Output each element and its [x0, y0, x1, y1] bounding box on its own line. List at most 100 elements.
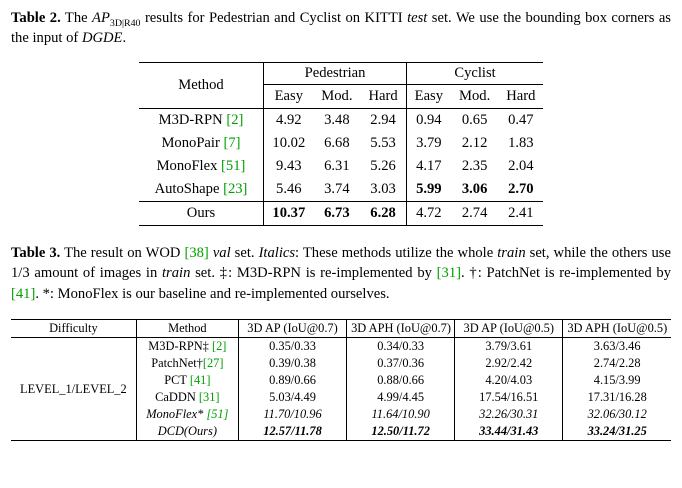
method-name: M3D-RPN	[158, 111, 227, 128]
table3-caption-label: Table 3.	[11, 244, 61, 261]
value-cell: 32.06/30.12	[587, 407, 647, 422]
citation-link[interactable]: [23]	[223, 180, 248, 197]
citation-link[interactable]: [31]	[198, 390, 220, 405]
emph-train: train	[497, 244, 526, 261]
value-cell: 0.35/0.33	[238, 337, 348, 356]
citation-link[interactable]: [2]	[211, 339, 227, 354]
table2-caption-label: Table 2.	[11, 10, 61, 26]
table-header-row: Difficulty Method 3D AP (IoU@0.7) 3D APH…	[11, 319, 671, 339]
method-cell: PCT [41]	[136, 372, 239, 390]
value-cell: 5.46	[276, 180, 302, 197]
method-name: MonoFlex*	[146, 407, 207, 422]
value-cell: 1.83	[508, 134, 534, 151]
value-cell: 5.03/4.49	[238, 389, 348, 407]
difficulty-cell: LEVEL_1/LEVEL_2	[11, 337, 137, 441]
value-cell: 4.17	[416, 157, 442, 174]
col-group-cyclist: Cyclist	[406, 62, 544, 85]
table-subheader-row: Easy Mod. Hard Easy Mod. Hard	[139, 84, 544, 109]
value-cell: 6.28	[360, 200, 407, 226]
citation-link[interactable]: [38]	[184, 244, 209, 261]
col-header-3dap-07: 3D AP (IoU@0.7)	[238, 319, 348, 339]
col-header-3daph-07: 3D APH (IoU@0.7)	[346, 319, 456, 339]
value-cell: 2.94	[360, 108, 407, 132]
value-cell: 2.35	[461, 157, 488, 174]
value-cell: 32.26/30.31	[454, 406, 564, 424]
value-cell: 33.24/31.25	[587, 424, 647, 439]
method-name: DCD(Ours)	[157, 424, 217, 439]
col-header-mod: Mod.	[451, 84, 499, 109]
table-row: PCT [41] 0.89/0.66 0.88/0.66 4.20/4.03 4…	[11, 372, 671, 390]
caption-fragment: . †: PatchNet is re-implemented by	[460, 265, 671, 282]
caption-fragment: : These methods utilize the whole	[295, 244, 498, 261]
method-cell: MonoFlex [51]	[138, 154, 265, 178]
value-cell: 3.06	[461, 180, 488, 197]
caption-fragment: . *: MonoFlex is our baseline and re-imp…	[35, 285, 390, 302]
method-cell: MonoPair [7]	[138, 131, 265, 155]
caption-fragment: set. We use the bounding box corners as …	[11, 10, 671, 47]
method-name: M3D-RPN‡	[148, 339, 212, 354]
value-cell: 6.31	[324, 157, 350, 174]
citation-link[interactable]: [7]	[223, 134, 241, 151]
col-header-method: Method	[136, 319, 239, 339]
value-cell: 4.20/4.03	[454, 372, 564, 390]
value-cell: 9.43	[276, 157, 302, 174]
value-cell: 3.63/3.46	[593, 339, 641, 354]
table-2-kitti-results: Method Pedestrian Cyclist Easy Mod. Hard…	[138, 61, 544, 226]
value-cell: 11.70/10.96	[238, 406, 348, 424]
value-cell: 0.65	[461, 111, 488, 128]
value-cell: 17.54/16.51	[454, 389, 564, 407]
citation-link[interactable]: [27]	[202, 356, 224, 371]
value-cell: 12.50/11.72	[346, 423, 456, 441]
col-group-pedestrian: Pedestrian	[263, 62, 407, 85]
value-cell: 3.48	[324, 111, 350, 128]
table-row: LEVEL_1/LEVEL_2 M3D-RPN‡ [2] 0.35/0.33 0…	[11, 337, 671, 441]
table3-caption: Table 3. The result on WOD [38] val set.…	[11, 243, 671, 304]
caption-fragment: set, while the others use 1/3 amount of …	[11, 244, 671, 282]
table-row-ours: DCD(Ours) 12.57/11.78 12.50/11.72 33.44/…	[11, 423, 671, 441]
value-cell: 3.03	[360, 177, 407, 202]
value-cell: 10.02	[272, 134, 306, 151]
method-name: CaDDN	[155, 390, 199, 405]
value-cell: 2.92/2.42	[454, 355, 564, 373]
table2-caption: Table 2. The AP3D|R40 results for Pedest…	[11, 8, 671, 49]
citation-link[interactable]: [2]	[226, 111, 244, 128]
method-name: PatchNet†	[151, 356, 203, 371]
method-name: AutoShape	[154, 180, 224, 197]
value-cell: 0.39/0.38	[238, 355, 348, 373]
value-cell: 4.99/4.45	[346, 389, 456, 407]
method-name: MonoPair	[161, 134, 224, 151]
col-header-mod: Mod.	[313, 84, 361, 109]
citation-link[interactable]: [41]	[189, 373, 211, 388]
caption-fragment: The result on WOD	[60, 244, 185, 261]
table-header-row: Method Pedestrian Cyclist	[138, 62, 544, 109]
method-cell: DCD(Ours)	[136, 423, 239, 441]
caption-fragment: set. ‡: M3D-RPN is re-implemented by	[190, 265, 437, 282]
method-cell: CaDDN [31]	[136, 389, 239, 407]
citation-link[interactable]: [31]	[436, 265, 461, 282]
col-header-3daph-05: 3D APH (IoU@0.5)	[562, 319, 671, 339]
col-header-easy: Easy	[406, 84, 452, 109]
table-row-ours: Ours 10.37 6.73 6.28 4.72 2.74 2.41	[138, 200, 544, 226]
method-name: MonoFlex	[156, 157, 222, 174]
value-cell: 0.37/0.36	[346, 355, 456, 373]
citation-link[interactable]: [41]	[11, 285, 36, 302]
value-cell: 11.64/10.90	[346, 406, 456, 424]
value-cell: 5.53	[360, 131, 407, 155]
emph-dgde: DGDE	[81, 30, 123, 47]
table-row: MonoPair [7] 10.02 6.68 5.53 3.79 2.12 1…	[138, 131, 544, 155]
value-cell: 17.31/16.28	[587, 390, 647, 405]
citation-link[interactable]: [51]	[221, 157, 246, 174]
method-cell: M3D-RPN‡ [2]	[136, 337, 239, 356]
method-cell: MonoFlex* [51]	[136, 406, 239, 424]
caption-fragment: set.	[230, 244, 259, 261]
value-cell: 0.88/0.66	[346, 372, 456, 390]
emph-italics: Italics	[258, 244, 296, 261]
value-cell: 3.74	[324, 180, 350, 197]
citation-link[interactable]: [51]	[206, 407, 229, 422]
col-header-method: Method	[138, 62, 265, 109]
value-cell: 6.68	[324, 134, 350, 151]
value-cell: 2.12	[461, 134, 488, 151]
value-cell: 2.74	[451, 200, 499, 226]
value-cell: 4.72	[406, 200, 452, 226]
value-cell: 6.73	[313, 200, 361, 226]
